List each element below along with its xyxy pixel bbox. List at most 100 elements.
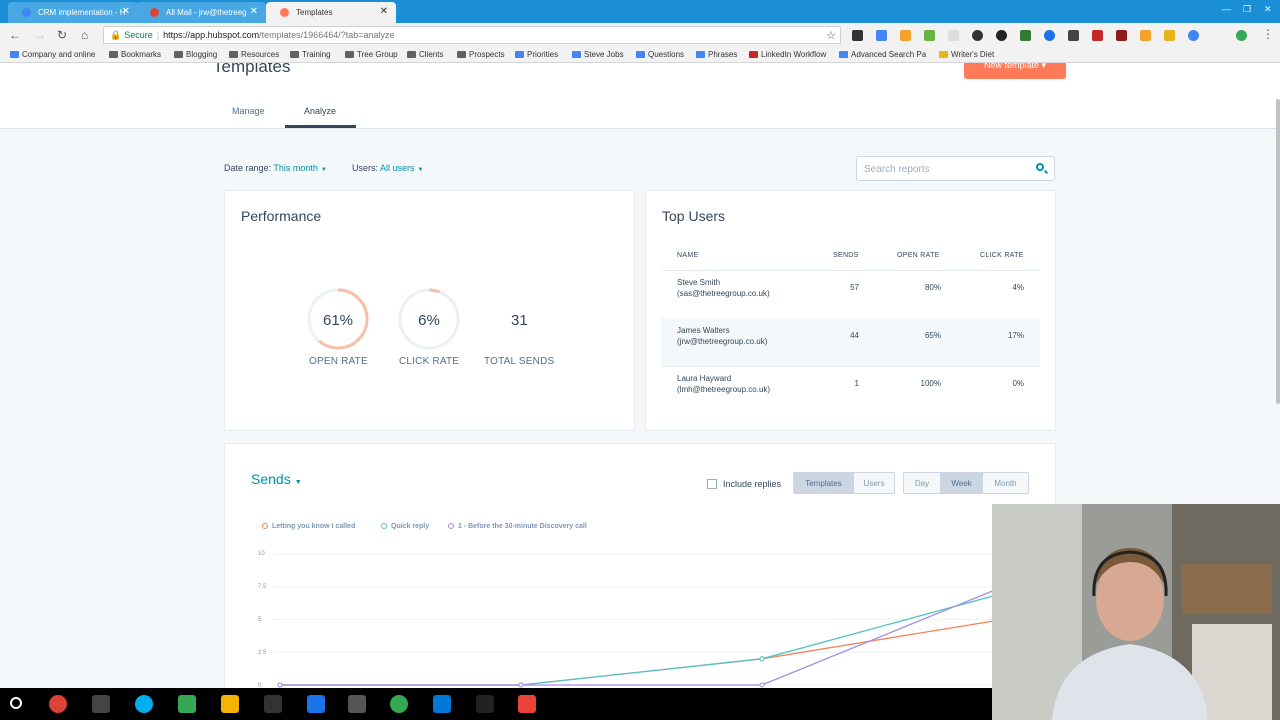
period-month-button[interactable]: Month xyxy=(982,472,1029,494)
app-icon[interactable] xyxy=(348,695,366,713)
google-drive-icon[interactable] xyxy=(178,695,196,713)
search-input[interactable]: Search reports xyxy=(856,156,1055,181)
url-field[interactable]: 🔒 Secure | https://app.hubspot.com/template… xyxy=(103,26,841,44)
extension-icon[interactable] xyxy=(876,30,887,41)
bookmark-item[interactable]: Priorities xyxy=(515,50,558,59)
period-week-button[interactable]: Week xyxy=(940,472,983,494)
browser-tab[interactable]: CRM implementation - H ✕ xyxy=(8,2,138,23)
table-row[interactable]: Laura Hayward (lmh@thetreegroup.co.uk) 1 … xyxy=(661,366,1040,414)
extension-icon[interactable] xyxy=(924,30,935,41)
bookmark-folder[interactable]: Resources xyxy=(229,50,279,59)
extension-icon[interactable] xyxy=(1020,30,1031,41)
app-icon[interactable] xyxy=(264,695,282,713)
extension-icon[interactable] xyxy=(852,30,863,41)
browser-tab[interactable]: All Mail - jrw@thetreeg ✕ xyxy=(136,2,266,23)
users-value[interactable]: All users xyxy=(380,163,415,173)
bookmark-folder[interactable]: Tree Group xyxy=(345,50,398,59)
legend-item[interactable]: Letting you know I called xyxy=(262,523,355,530)
table-row[interactable]: Steve Smith (sas@thetreegroup.co.uk) 57 8… xyxy=(661,270,1040,318)
column-header-sends[interactable]: SENDS xyxy=(833,252,859,259)
url-path: /templates/1966464/?tab=analyze xyxy=(259,30,395,40)
skype-icon[interactable] xyxy=(135,695,153,713)
bookmark-item[interactable]: Company and online xyxy=(10,50,95,59)
data-point[interactable] xyxy=(277,682,283,688)
file-explorer-icon[interactable] xyxy=(433,695,451,713)
table-row[interactable]: James Walters (jrw@thetreegroup.co.uk) 44… xyxy=(661,318,1040,366)
include-replies-label[interactable]: Include replies xyxy=(723,479,782,489)
include-replies-checkbox[interactable] xyxy=(707,479,717,489)
play-icon[interactable] xyxy=(390,695,408,713)
divider xyxy=(661,270,1040,271)
app-icon xyxy=(749,51,758,58)
close-window-icon[interactable]: ✕ xyxy=(1264,4,1272,14)
bookmark-star-icon[interactable]: ☆ xyxy=(826,30,836,42)
hubspot-icon xyxy=(280,8,289,17)
extension-icon[interactable] xyxy=(1092,30,1103,41)
y-tick-label: 2.5 xyxy=(258,650,267,656)
close-icon[interactable]: ✕ xyxy=(379,6,388,17)
users-filter[interactable]: Users: All users ▼ xyxy=(352,163,424,173)
browser-tab-active[interactable]: Templates ✕ xyxy=(266,2,396,23)
bookmark-folder[interactable]: Bookmarks xyxy=(109,50,161,59)
reload-icon[interactable]: ↻ xyxy=(57,28,68,42)
lock-icon: 🔒 xyxy=(110,30,122,40)
bookmark-item[interactable]: LinkedIn Workflow xyxy=(749,50,826,59)
group-users-button[interactable]: Users xyxy=(853,472,895,494)
bookmark-item[interactable]: Steve Jobs xyxy=(572,50,624,59)
microphone-icon[interactable] xyxy=(476,695,494,713)
keep-icon[interactable] xyxy=(221,695,239,713)
cortana-icon[interactable] xyxy=(10,697,22,709)
sends-dropdown[interactable]: Sends ▼ xyxy=(251,471,302,487)
data-point[interactable] xyxy=(518,682,524,688)
date-range-filter[interactable]: Date range: This month ▼ xyxy=(224,163,327,173)
profile-icon[interactable] xyxy=(1236,30,1247,41)
bookmark-item[interactable]: Writer's Diet xyxy=(939,50,994,59)
page-scrollbar[interactable] xyxy=(1276,99,1280,404)
maximize-icon[interactable]: ❐ xyxy=(1243,4,1252,14)
extension-icon[interactable] xyxy=(948,30,959,41)
column-header-name[interactable]: NAME xyxy=(677,252,699,259)
extension-icon[interactable] xyxy=(1068,30,1079,41)
series-line xyxy=(280,592,1004,686)
extension-icon[interactable] xyxy=(1044,30,1055,41)
bookmark-folder[interactable]: Blogging xyxy=(174,50,217,59)
bookmark-item[interactable]: Questions xyxy=(636,50,684,59)
new-template-button[interactable]: New template ▾ xyxy=(964,63,1066,79)
close-icon[interactable]: ✕ xyxy=(249,6,258,17)
chrome-icon[interactable] xyxy=(49,695,67,713)
bookmark-folder[interactable]: Clients xyxy=(407,50,443,59)
extension-icon[interactable] xyxy=(1164,30,1175,41)
bookmark-folder[interactable]: Prospects xyxy=(457,50,505,59)
bookmark-item[interactable]: Advanced Search Pa xyxy=(839,50,926,59)
extension-icon[interactable] xyxy=(1188,30,1199,41)
app-icon[interactable] xyxy=(518,695,536,713)
home-icon[interactable]: ⌂ xyxy=(81,28,89,42)
back-icon[interactable]: ← xyxy=(9,28,21,42)
column-header-open-rate[interactable]: OPEN RATE xyxy=(897,252,940,259)
close-icon[interactable]: ✕ xyxy=(121,6,130,17)
app-icon[interactable] xyxy=(92,695,110,713)
extension-icon[interactable] xyxy=(1116,30,1127,41)
y-tick-label: 10 xyxy=(258,551,265,557)
legend-item[interactable]: 1 - Before the 30-minute Discovery call xyxy=(448,523,587,530)
data-point[interactable] xyxy=(759,682,765,688)
tab-manage[interactable]: Manage xyxy=(232,106,265,116)
data-point[interactable] xyxy=(759,656,765,662)
legend-item[interactable]: Quick reply xyxy=(381,523,429,530)
search-icon[interactable] xyxy=(1036,163,1044,171)
menu-icon[interactable]: ⋮ xyxy=(1262,27,1274,41)
app-icon[interactable] xyxy=(307,695,325,713)
forward-icon[interactable]: → xyxy=(34,28,46,42)
user-sends: 44 xyxy=(850,331,859,340)
total-sends-value: 31 xyxy=(511,312,528,329)
column-header-click-rate[interactable]: CLICK RATE xyxy=(980,252,1024,259)
bookmark-item[interactable]: Phrases xyxy=(696,50,737,59)
date-range-value[interactable]: This month xyxy=(273,163,318,173)
tab-analyze[interactable]: Analyze xyxy=(304,106,337,116)
bookmark-folder[interactable]: Training xyxy=(290,50,331,59)
extension-icon[interactable] xyxy=(972,30,983,41)
extension-icon[interactable] xyxy=(1140,30,1151,41)
extension-icon[interactable] xyxy=(900,30,911,41)
extension-icon[interactable] xyxy=(996,30,1007,41)
minimize-icon[interactable]: — xyxy=(1222,4,1231,14)
